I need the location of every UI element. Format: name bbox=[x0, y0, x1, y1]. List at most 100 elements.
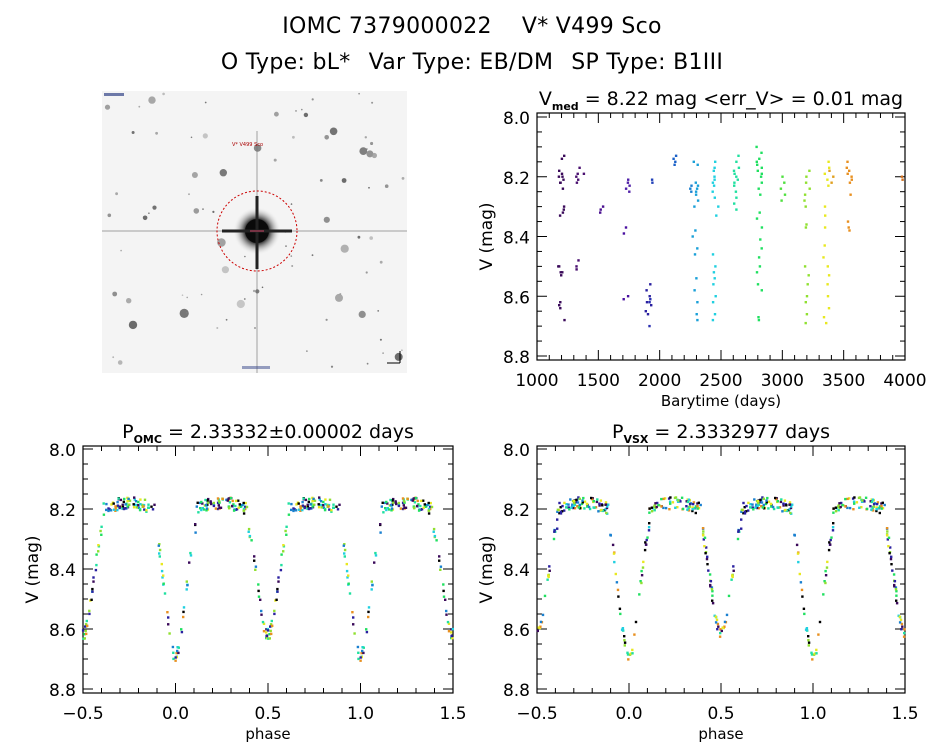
data-point bbox=[852, 500, 856, 503]
data-point bbox=[702, 534, 705, 537]
data-point bbox=[895, 594, 898, 597]
data-point bbox=[403, 500, 406, 503]
data-point bbox=[324, 498, 327, 501]
data-point bbox=[720, 629, 723, 633]
data-point bbox=[807, 635, 810, 638]
data-point bbox=[162, 582, 165, 585]
data-point bbox=[807, 641, 811, 644]
data-point bbox=[804, 301, 807, 304]
data-point bbox=[417, 503, 420, 506]
x-tick-label: 1.5 bbox=[439, 704, 466, 724]
data-point bbox=[747, 509, 750, 512]
field-star bbox=[252, 289, 256, 293]
data-point bbox=[894, 588, 898, 591]
data-point bbox=[848, 181, 852, 184]
data-point bbox=[881, 501, 884, 504]
data-point bbox=[713, 166, 716, 169]
data-point bbox=[642, 560, 645, 564]
data-point bbox=[380, 505, 383, 508]
data-point bbox=[810, 653, 814, 656]
plot-frame bbox=[536, 112, 906, 361]
data-point bbox=[562, 178, 565, 181]
main-title: IOMC 7379000022 V* V499 Sco bbox=[0, 14, 944, 39]
data-point bbox=[253, 555, 256, 558]
data-point bbox=[232, 509, 236, 512]
data-point bbox=[410, 498, 413, 502]
data-point bbox=[556, 508, 560, 511]
data-point bbox=[828, 541, 831, 544]
title-symbol: V bbox=[539, 88, 552, 110]
data-point bbox=[360, 651, 363, 655]
data-point bbox=[758, 157, 761, 160]
sub-title: O Type: bL* Var Type: EB/DM SP Type: B1III bbox=[0, 50, 944, 75]
data-point bbox=[432, 527, 436, 531]
plot-frame bbox=[536, 445, 906, 694]
data-point bbox=[760, 289, 763, 292]
data-point bbox=[650, 506, 654, 509]
data-point bbox=[242, 501, 245, 505]
data-point bbox=[736, 537, 740, 541]
data-point bbox=[219, 506, 223, 509]
data-point bbox=[605, 511, 608, 515]
data-point bbox=[539, 620, 543, 624]
data-point bbox=[597, 510, 600, 513]
data-point bbox=[451, 627, 454, 631]
data-point bbox=[902, 635, 906, 638]
data-point bbox=[345, 562, 348, 566]
data-point bbox=[231, 499, 234, 503]
field-star bbox=[366, 362, 369, 365]
data-point bbox=[304, 505, 307, 508]
field-star bbox=[285, 245, 287, 247]
data-point bbox=[827, 184, 830, 187]
data-point bbox=[660, 497, 663, 501]
data-point bbox=[322, 500, 325, 504]
data-point bbox=[760, 501, 764, 504]
data-point bbox=[143, 498, 147, 501]
sky-image: V* V499 Sco bbox=[102, 91, 407, 373]
data-point bbox=[207, 501, 210, 504]
data-point bbox=[640, 574, 644, 577]
data-point bbox=[385, 500, 388, 504]
data-point bbox=[844, 505, 847, 508]
data-point bbox=[778, 506, 782, 509]
data-point bbox=[805, 628, 808, 632]
data-point bbox=[237, 506, 240, 509]
data-point bbox=[565, 503, 568, 506]
data-point bbox=[295, 503, 298, 506]
data-point bbox=[713, 178, 716, 181]
data-point bbox=[585, 502, 589, 506]
data-point bbox=[293, 508, 296, 511]
data-point bbox=[711, 253, 715, 256]
data-point bbox=[260, 609, 263, 613]
field-star bbox=[142, 215, 148, 221]
data-point bbox=[158, 548, 162, 552]
data-point bbox=[606, 505, 609, 508]
y-tick-label: 8.0 bbox=[503, 109, 530, 129]
data-point bbox=[756, 163, 759, 166]
data-point bbox=[708, 573, 712, 576]
data-point bbox=[743, 510, 746, 513]
data-point bbox=[142, 503, 146, 507]
data-point bbox=[718, 635, 722, 638]
field-star bbox=[112, 291, 118, 297]
data-point bbox=[556, 527, 559, 530]
aperture-circle bbox=[216, 190, 298, 272]
data-point bbox=[755, 503, 758, 506]
data-point bbox=[806, 283, 809, 286]
data-point bbox=[578, 166, 581, 169]
data-point bbox=[846, 172, 849, 175]
data-point bbox=[731, 574, 734, 577]
data-point bbox=[370, 588, 373, 591]
x-axis-label: Barytime (days) bbox=[661, 392, 781, 410]
data-point bbox=[711, 190, 714, 193]
data-point bbox=[732, 169, 736, 172]
data-point bbox=[676, 506, 679, 509]
field-star bbox=[323, 216, 330, 223]
y-tick-label: 8.6 bbox=[49, 621, 76, 641]
data-point bbox=[432, 530, 435, 533]
data-point bbox=[733, 202, 736, 205]
data-point bbox=[374, 554, 378, 557]
data-point bbox=[568, 508, 571, 511]
data-point bbox=[275, 598, 278, 601]
data-point bbox=[207, 497, 210, 501]
